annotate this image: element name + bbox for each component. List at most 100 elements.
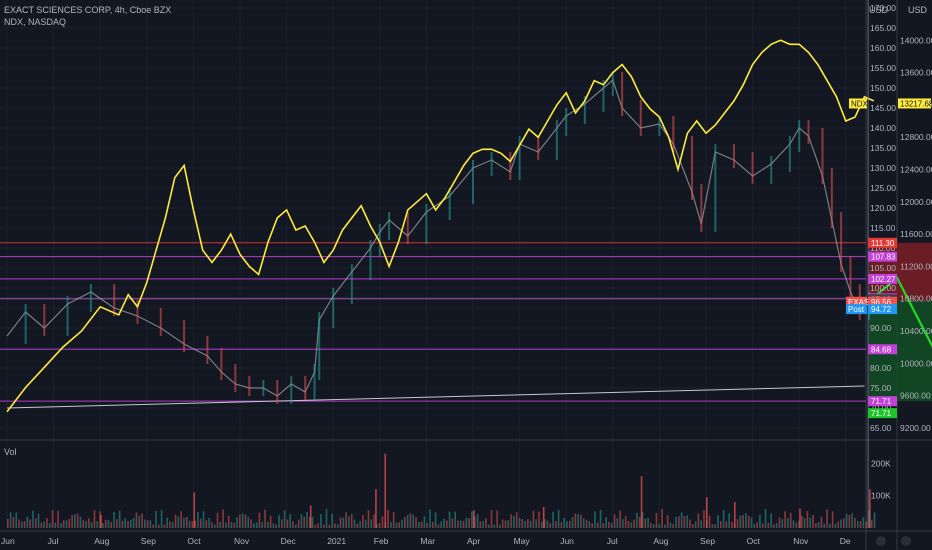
volume-bar <box>370 519 373 528</box>
volume-bar <box>756 522 758 528</box>
volume-bar <box>862 517 865 528</box>
volume-bar <box>160 509 163 528</box>
volume-spike <box>706 497 708 528</box>
volume-bar <box>742 515 744 528</box>
volume-bar <box>868 510 870 528</box>
time-tick-label: May <box>514 536 531 546</box>
volume-bar <box>619 510 621 528</box>
ndx-tick-label: 11200.00 <box>900 261 932 271</box>
volume-bar <box>306 511 308 528</box>
time-tick-label: Jul <box>48 536 59 546</box>
volume-spike <box>542 507 545 528</box>
volume-bar <box>378 522 381 528</box>
volume-bar <box>703 510 705 528</box>
volume-bar <box>507 520 510 528</box>
volume-bar <box>501 519 504 528</box>
ndx-value-tag <box>898 98 931 109</box>
volume-bar <box>60 523 62 528</box>
volume-bar <box>843 518 845 528</box>
level-value-text: 111.30 <box>871 239 895 248</box>
volume-bar <box>711 524 714 528</box>
level-value-text: 84.68 <box>871 345 892 354</box>
series-label-tag <box>846 304 867 315</box>
volume-bar <box>851 513 853 528</box>
volume-bar <box>577 514 579 528</box>
volume-bar <box>415 516 417 528</box>
volume-bar <box>638 516 641 528</box>
volume-bar <box>132 518 135 528</box>
volume-bar <box>418 522 420 528</box>
symbol-legend[interactable]: EXACT SCIENCES CORP, 4h, Cboe BZX <box>4 5 172 15</box>
volume-bar <box>672 523 675 528</box>
volume-bar <box>311 517 314 528</box>
volume-bar <box>454 511 456 528</box>
volume-bar <box>15 512 17 528</box>
volume-bar <box>85 521 87 528</box>
volume-bar <box>487 524 490 528</box>
volume-bar <box>541 521 543 528</box>
volume-bar <box>236 517 238 528</box>
volume-bar <box>515 512 518 528</box>
volume-bar <box>622 519 624 528</box>
volume-legend[interactable]: Vol <box>4 447 17 457</box>
volume-bar <box>563 517 566 528</box>
price-tick-label: 100.00 <box>870 283 896 293</box>
currency-label-left: USD <box>869 5 889 15</box>
volume-bar <box>803 518 806 528</box>
volume-bar <box>163 524 166 528</box>
volume-bar <box>465 517 468 528</box>
volume-bar <box>543 519 546 528</box>
volume-spike <box>473 510 475 528</box>
time-tick-label: De <box>840 536 851 546</box>
volume-bar <box>373 514 375 528</box>
volume-bar <box>596 522 599 528</box>
settings-icon <box>876 536 886 546</box>
price-tick-label: 165.00 <box>870 23 896 33</box>
volume-bar <box>367 510 370 528</box>
volume-bar <box>194 520 196 528</box>
volume-bar <box>666 515 669 528</box>
price-tick-label: 170.00 <box>870 3 896 13</box>
volume-bar <box>854 517 856 528</box>
volume-bar <box>110 521 113 528</box>
volume-bar <box>697 513 700 528</box>
volume-bar <box>580 514 582 528</box>
volume-bar <box>185 517 188 528</box>
volume-bar <box>865 521 867 528</box>
volume-bar <box>104 519 107 528</box>
volume-bar <box>745 513 747 528</box>
volume-bar <box>264 509 266 528</box>
price-tick-label: 140.00 <box>870 123 896 133</box>
volume-bar <box>325 509 328 528</box>
volume-bar <box>806 511 809 528</box>
volume-bar <box>328 524 331 528</box>
volume-bar <box>12 516 15 528</box>
compare-legend[interactable]: NDX, NASDAQ <box>4 17 67 27</box>
volume-bar <box>124 518 127 528</box>
volume-bar <box>57 510 59 528</box>
volume-bar <box>177 516 180 528</box>
volume-bar <box>20 521 23 528</box>
level-value-tag <box>868 344 897 355</box>
volume-bar <box>747 515 750 528</box>
volume-bar <box>322 524 325 528</box>
volume-bar <box>834 523 837 528</box>
volume-bar <box>79 516 82 528</box>
volume-bar <box>750 517 753 528</box>
volume-bar <box>197 511 199 528</box>
volume-bar <box>409 513 412 528</box>
volume-bar <box>761 523 764 528</box>
volume-bar <box>683 516 686 528</box>
volume-bar <box>258 512 261 528</box>
volume-bar <box>736 519 739 528</box>
time-tick-label: Apr <box>467 536 480 546</box>
volume-bar <box>714 524 716 528</box>
volume-bar <box>149 520 152 528</box>
volume-bar <box>773 524 775 528</box>
volume-bar <box>725 521 728 528</box>
volume-bar <box>431 522 434 528</box>
volume-bar <box>650 522 652 528</box>
volume-bar <box>102 523 104 528</box>
series-value-tag <box>868 408 897 419</box>
